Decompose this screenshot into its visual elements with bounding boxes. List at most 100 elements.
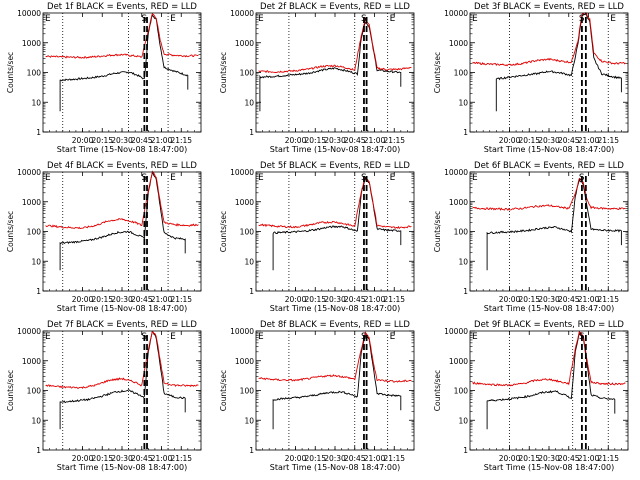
y-tick-label: 1 bbox=[36, 128, 41, 137]
y-tick-label: 10 bbox=[244, 98, 254, 107]
x-tick-label: 20:45 bbox=[131, 295, 153, 304]
y-tick-label: 100 bbox=[454, 228, 469, 237]
x-tick-label: 21:00 bbox=[151, 295, 173, 304]
x-tick-label: 21:15 bbox=[597, 295, 619, 304]
x-tick-label: 20:00 bbox=[285, 454, 307, 463]
y-tick-label: 10000 bbox=[444, 168, 468, 177]
x-tick-label: 21:00 bbox=[364, 295, 386, 304]
event-marker-label: S bbox=[141, 332, 147, 342]
x-tick-label: 20:45 bbox=[344, 295, 366, 304]
event-marker-label: E bbox=[45, 173, 51, 183]
y-tick-label: 10000 bbox=[230, 9, 254, 18]
series-line-lld bbox=[45, 12, 199, 59]
y-axis-label: Counts/sec bbox=[219, 211, 228, 252]
y-tick-label: 100 bbox=[27, 387, 42, 396]
x-tick-label: 20:30 bbox=[538, 454, 560, 463]
chart-title: Det 7f BLACK = Events, RED = LLD bbox=[47, 320, 197, 330]
y-tick-label: 10000 bbox=[230, 327, 254, 336]
x-tick-label: 20:30 bbox=[324, 295, 346, 304]
chart-title: Det 4f BLACK = Events, RED = LLD bbox=[47, 161, 197, 171]
x-tick-label: 20:15 bbox=[304, 454, 326, 463]
x-tick-label: 20:15 bbox=[304, 295, 326, 304]
y-tick-label: 10 bbox=[458, 98, 468, 107]
event-marker-label: E bbox=[258, 14, 264, 24]
x-tick-label: 20:30 bbox=[111, 454, 133, 463]
y-tick-label: 100 bbox=[27, 69, 42, 78]
x-axis-label: Start Time (15-Nov-08 18:47:00) bbox=[57, 463, 187, 472]
x-axis-label: Start Time (15-Nov-08 18:47:00) bbox=[484, 304, 614, 313]
event-marker-label: E bbox=[170, 332, 176, 342]
y-tick-label: 10 bbox=[31, 416, 41, 425]
x-tick-label: 20:30 bbox=[111, 136, 133, 145]
chart-panel-7: Det 7f BLACK = Events, RED = LLD E S E 1 10 10… bbox=[6, 320, 202, 472]
series-line-lld bbox=[472, 330, 626, 387]
x-tick-label: 20:15 bbox=[91, 136, 113, 145]
series-line-lld bbox=[472, 12, 626, 67]
series-line-lld bbox=[258, 331, 412, 383]
chart-title: Det 5f BLACK = Events, RED = LLD bbox=[260, 161, 410, 171]
chart-panel-6: Det 6f BLACK = Events, RED = LLD E S E 1 10 10… bbox=[433, 161, 629, 313]
y-tick-label: 1000 bbox=[449, 198, 468, 207]
series-line-events bbox=[259, 21, 402, 112]
y-tick-label: 100 bbox=[240, 387, 255, 396]
x-tick-label: 21:00 bbox=[151, 454, 173, 463]
y-tick-label: 1 bbox=[249, 446, 254, 455]
chart-panel-5: Det 5f BLACK = Events, RED = LLD E S E 1 10 10… bbox=[219, 161, 415, 313]
chart-panel-1: Det 1f BLACK = Events, RED = LLD E S E 1 10 10… bbox=[6, 2, 202, 154]
x-axis-label: Start Time (15-Nov-08 18:47:00) bbox=[270, 304, 400, 313]
y-tick-label: 1000 bbox=[22, 198, 41, 207]
x-tick-label: 20:30 bbox=[324, 454, 346, 463]
series-line-events bbox=[272, 177, 402, 271]
y-tick-label: 10000 bbox=[17, 9, 41, 18]
x-tick-label: 20:00 bbox=[72, 295, 94, 304]
y-tick-label: 1000 bbox=[449, 357, 468, 366]
x-tick-label: 20:00 bbox=[285, 136, 307, 145]
series-line-lld bbox=[45, 330, 199, 389]
x-tick-label: 20:30 bbox=[324, 136, 346, 145]
event-marker-label: E bbox=[258, 173, 264, 183]
series-line-events bbox=[59, 330, 186, 430]
y-tick-label: 1 bbox=[36, 446, 41, 455]
x-tick-label: 20:15 bbox=[304, 136, 326, 145]
series-line-events bbox=[272, 334, 402, 430]
x-tick-label: 21:00 bbox=[578, 295, 600, 304]
x-tick-label: 21:00 bbox=[578, 454, 600, 463]
x-tick-label: 21:00 bbox=[364, 454, 386, 463]
chart-title: Det 3f BLACK = Events, RED = LLD bbox=[474, 2, 624, 12]
x-tick-label: 20:45 bbox=[558, 454, 580, 463]
series-line-lld bbox=[45, 170, 199, 230]
x-tick-label: 20:45 bbox=[558, 136, 580, 145]
x-axis-label: Start Time (15-Nov-08 18:47:00) bbox=[57, 145, 187, 154]
y-axis-label: Counts/sec bbox=[6, 211, 15, 252]
y-axis-label: Counts/sec bbox=[6, 52, 15, 93]
series-line-events bbox=[486, 177, 622, 271]
x-tick-label: 20:15 bbox=[518, 136, 540, 145]
chart-panel-2: Det 2f BLACK = Events, RED = LLD E S E 1 10 10… bbox=[219, 2, 415, 154]
chart-panel-4: Det 4f BLACK = Events, RED = LLD E S E 1 10 10… bbox=[6, 161, 202, 313]
y-tick-label: 100 bbox=[240, 69, 255, 78]
chart-title: Det 8f BLACK = Events, RED = LLD bbox=[260, 320, 410, 330]
event-marker-label: S bbox=[579, 173, 585, 183]
series-line-lld bbox=[258, 177, 412, 230]
chart-title: Det 2f BLACK = Events, RED = LLD bbox=[260, 2, 410, 12]
y-tick-label: 1 bbox=[463, 446, 468, 455]
x-tick-label: 20:00 bbox=[499, 295, 521, 304]
x-tick-label: 21:00 bbox=[364, 136, 386, 145]
x-axis-label: Start Time (15-Nov-08 18:47:00) bbox=[484, 145, 614, 154]
y-tick-label: 10000 bbox=[230, 168, 254, 177]
event-marker-label: E bbox=[170, 14, 176, 24]
x-tick-label: 20:00 bbox=[72, 454, 94, 463]
y-tick-label: 1 bbox=[463, 128, 468, 137]
event-marker-label: S bbox=[361, 332, 367, 342]
series-line-events bbox=[59, 172, 186, 271]
x-axis-label: Start Time (15-Nov-08 18:47:00) bbox=[57, 304, 187, 313]
x-tick-label: 20:00 bbox=[499, 136, 521, 145]
x-tick-label: 20:30 bbox=[538, 136, 560, 145]
y-tick-label: 1000 bbox=[235, 39, 254, 48]
x-tick-label: 20:45 bbox=[558, 295, 580, 304]
x-tick-label: 20:15 bbox=[518, 295, 540, 304]
x-tick-label: 21:00 bbox=[578, 136, 600, 145]
y-axis-label: Counts/sec bbox=[433, 211, 442, 252]
y-tick-label: 10 bbox=[244, 416, 254, 425]
event-marker-label: E bbox=[45, 332, 51, 342]
